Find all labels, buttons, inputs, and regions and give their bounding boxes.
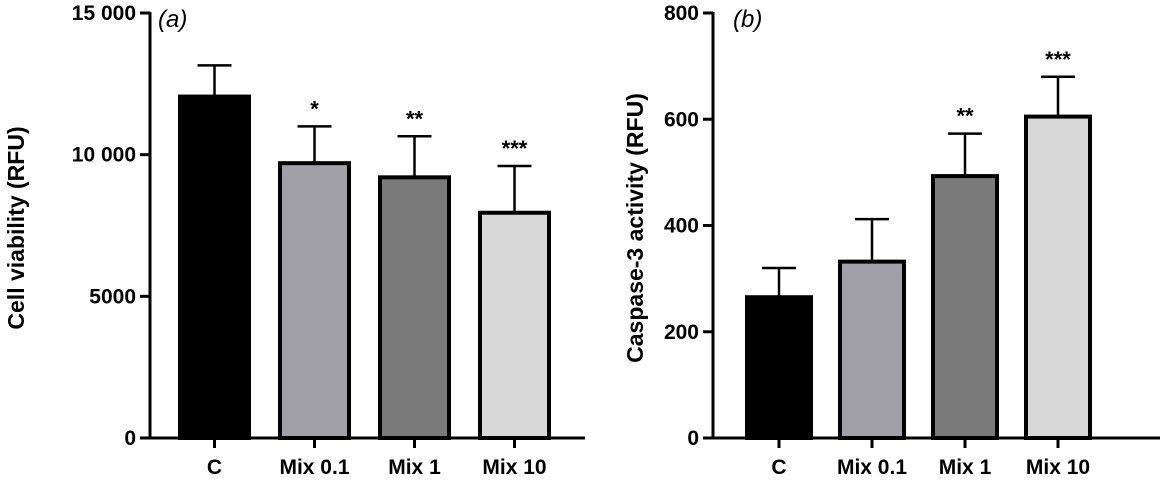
panel-a-category-label: Mix 10 xyxy=(482,456,546,479)
panel-b-y-tick-label: 0 xyxy=(687,427,699,450)
panel-a-y-tick-label: 10 000 xyxy=(72,144,136,167)
panel-b-y-tick-label: 600 xyxy=(664,108,699,131)
panel-a-significance-label: ** xyxy=(406,106,424,131)
panel-b-y-tick-label: 800 xyxy=(664,2,699,25)
panel-a-bar xyxy=(178,94,251,440)
panel-b-caspase-activity: Caspase-3 activity (RFU) (b) C Mix 0.1 ** M… xyxy=(622,2,1160,479)
panel-b-bar xyxy=(745,295,813,440)
panel-a-bar xyxy=(378,175,451,440)
panel-b-category-label: Mix 0.1 xyxy=(837,456,907,479)
panel-b-y-tick-label: 400 xyxy=(664,215,699,238)
panel-b-category-label: Mix 10 xyxy=(1026,456,1090,479)
panel-b-category-label: C xyxy=(771,456,786,479)
panel-b-y-tick-label: 200 xyxy=(664,321,699,344)
panel-a-category-label: Mix 0.1 xyxy=(279,456,349,479)
panel-b-y-axis-label: Caspase-3 activity (RFU) xyxy=(622,93,648,363)
panel-a-category-label: C xyxy=(207,456,222,479)
panel-a-y-tick-label: 15 000 xyxy=(72,2,136,25)
panel-a-significance-label: * xyxy=(310,96,319,121)
panel-b-bar xyxy=(1024,114,1092,440)
panel-b-bar xyxy=(838,259,906,440)
panel-a-bar xyxy=(478,210,551,440)
panel-b-significance-label: ** xyxy=(956,104,974,129)
panel-a-y-tick-label: 0 xyxy=(124,427,136,450)
panel-a-cell-viability: Cell viability (RFU) (a) C * Mix 0.1 ** Mix … xyxy=(3,2,585,479)
panel-b-tag: (b) xyxy=(733,6,762,33)
panel-a-bar xyxy=(278,161,351,441)
panel-b-bar xyxy=(931,174,999,440)
panel-b-significance-label: *** xyxy=(1045,47,1071,72)
panel-b-category-label: Mix 1 xyxy=(939,456,992,479)
panel-a-y-tick-label: 5000 xyxy=(89,285,136,308)
panel-a-y-axis-label: Cell viability (RFU) xyxy=(3,126,29,329)
panel-a-tag: (a) xyxy=(158,6,187,33)
panel-a-significance-label: *** xyxy=(502,136,528,161)
panel-a-category-label: Mix 1 xyxy=(388,456,441,479)
